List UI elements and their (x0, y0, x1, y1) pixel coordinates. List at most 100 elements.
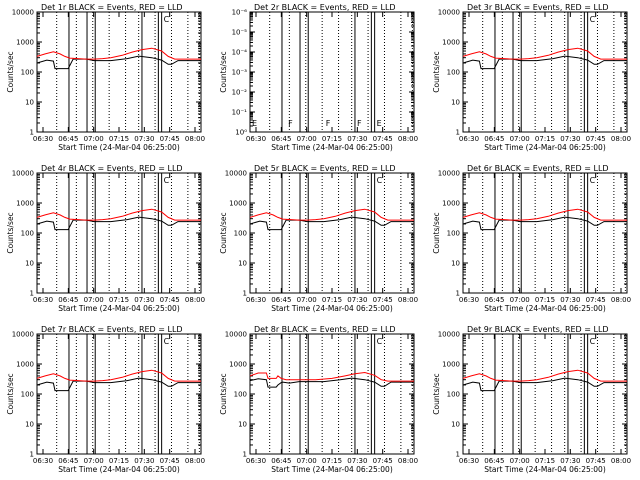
y-tick-label: 10 (25, 99, 34, 107)
x-axis-label: Start Time (24-Mar-04 06:25:00) (484, 143, 606, 152)
x-tick-label: 07:30 (347, 135, 367, 143)
x-tick-label: 07:00 (510, 457, 530, 465)
series-lld-line (462, 47, 627, 60)
panel-title: Det 3r BLACK = Events, RED = LLD (467, 3, 609, 12)
x-tick-label: 06:45 (271, 296, 291, 304)
series-lld-line (36, 208, 201, 221)
y-tick-label: 10 (238, 260, 247, 268)
x-tick-label: 07:45 (373, 135, 393, 143)
plot-frame (36, 333, 202, 455)
y-axis-label: Counts/sec (219, 373, 228, 414)
x-tick-label: 07:00 (297, 296, 317, 304)
x-tick-label: 07:45 (586, 457, 606, 465)
y-tick-label: 100 (234, 230, 247, 238)
x-axis-label: Start Time (24-Mar-04 06:25:00) (271, 304, 393, 313)
x-tick-label: 06:45 (271, 135, 291, 143)
x-tick-label: 06:30 (246, 457, 266, 465)
y-tick-label: 10⁻² (232, 89, 248, 97)
mode-marker: C (590, 15, 596, 24)
x-tick-label: 08:00 (398, 457, 418, 465)
x-tick-label: 07:45 (586, 296, 606, 304)
y-tick-label: 100 (447, 230, 460, 238)
plot-frame (36, 172, 202, 294)
panel-title: Det 4r BLACK = Events, RED = LLD (41, 164, 183, 173)
x-tick-label: 07:30 (347, 457, 367, 465)
y-tick-label: 1 (30, 451, 34, 459)
mode-marker: C (164, 15, 170, 24)
mode-marker: E (377, 119, 382, 128)
x-tick-label: 07:15 (322, 296, 342, 304)
x-tick-label: 07:00 (297, 135, 317, 143)
x-tick-label: 06:30 (33, 135, 53, 143)
series-events-line (36, 377, 201, 392)
series-events-line (462, 216, 627, 231)
panel-det-1: Det 1r BLACK = Events, RED = LLD 1 10 100 10… (6, 3, 205, 152)
x-tick-label: 06:30 (246, 296, 266, 304)
x-tick-label: 06:30 (459, 457, 479, 465)
y-tick-label: 10 (451, 260, 460, 268)
y-axis-label: Counts/sec (432, 51, 441, 92)
y-tick-label: 10⁻⁴ (232, 49, 248, 57)
y-tick-label: 1000 (229, 200, 247, 208)
y-tick-label: 10 (238, 421, 247, 429)
panel-det-8: Det 8r BLACK = Events, RED = LLD 1 10 100 10… (219, 325, 418, 474)
y-tick-label: 1 (30, 290, 34, 298)
x-tick-label: 08:00 (185, 135, 205, 143)
x-axis-label: Start Time (24-Mar-04 06:25:00) (484, 304, 606, 313)
mode-marker: F (326, 119, 331, 128)
x-tick-label: 07:45 (160, 135, 180, 143)
x-tick-label: 07:00 (297, 457, 317, 465)
y-tick-label: 1000 (442, 361, 460, 369)
y-tick-label: 1000 (16, 200, 34, 208)
panel-det-3: Det 3r BLACK = Events, RED = LLD 1 10 100 10… (432, 3, 631, 152)
x-tick-label: 06:45 (58, 135, 78, 143)
x-tick-label: 07:30 (560, 457, 580, 465)
y-axis-label: Counts/sec (6, 373, 15, 414)
x-tick-label: 06:30 (33, 457, 53, 465)
series-events-line (249, 377, 414, 388)
panel-title: Det 1r BLACK = Events, RED = LLD (41, 3, 183, 12)
series-lld-line (249, 371, 414, 382)
y-tick-label: 10 (451, 99, 460, 107)
panel-title: Det 7r BLACK = Events, RED = LLD (41, 325, 183, 334)
mode-marker: F (288, 119, 293, 128)
series-events-line (462, 377, 627, 392)
x-tick-label: 08:00 (398, 135, 418, 143)
x-tick-label: 06:45 (58, 296, 78, 304)
y-tick-label: 1000 (229, 361, 247, 369)
panel-title: Det 9r BLACK = Events, RED = LLD (467, 325, 609, 334)
series-events-line (249, 216, 414, 231)
x-tick-label: 07:45 (160, 296, 180, 304)
y-tick-label: 10000 (12, 331, 34, 339)
y-tick-label: 1 (456, 129, 460, 137)
mode-marker: C (590, 176, 596, 185)
panel-title: Det 8r BLACK = Events, RED = LLD (254, 325, 396, 334)
y-axis-label: Counts/sec (432, 373, 441, 414)
y-tick-label: 10000 (12, 170, 34, 178)
x-tick-label: 07:30 (134, 457, 154, 465)
x-tick-label: 07:00 (84, 135, 104, 143)
y-tick-label: 10⁻⁵ (232, 29, 248, 37)
y-tick-label: 10000 (438, 331, 460, 339)
series-lld-line (249, 208, 414, 221)
x-axis-label: Start Time (24-Mar-04 06:25:00) (484, 465, 606, 474)
x-tick-label: 07:15 (109, 296, 129, 304)
mode-marker: C (590, 337, 596, 346)
x-axis-label: Start Time (24-Mar-04 06:25:00) (58, 143, 180, 152)
panel-det-5: Det 5r BLACK = Events, RED = LLD 1 10 100 10… (219, 164, 418, 313)
plot-frame (249, 11, 415, 133)
x-tick-label: 07:00 (84, 296, 104, 304)
y-tick-label: 1000 (16, 361, 34, 369)
plot-frame (36, 11, 202, 133)
series-lld-line (462, 369, 627, 382)
series-lld-line (36, 369, 201, 382)
y-tick-label: 10⁻³ (232, 69, 248, 77)
x-axis-label: Start Time (24-Mar-04 06:25:00) (58, 304, 180, 313)
x-tick-label: 07:15 (322, 457, 342, 465)
x-tick-label: 08:00 (611, 135, 631, 143)
y-tick-label: 100 (21, 230, 34, 238)
x-tick-label: 08:00 (611, 457, 631, 465)
x-tick-label: 07:45 (586, 135, 606, 143)
x-tick-label: 08:00 (185, 296, 205, 304)
x-tick-label: 06:30 (459, 135, 479, 143)
